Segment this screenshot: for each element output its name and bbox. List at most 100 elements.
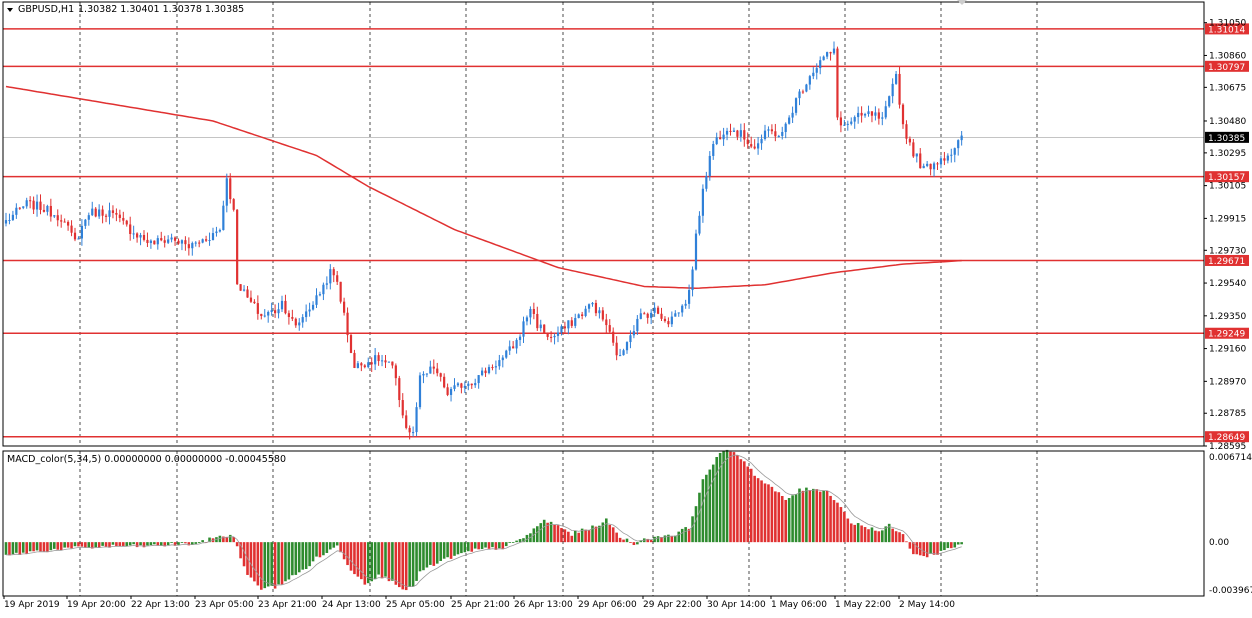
candle (49, 198, 52, 222)
candle (788, 115, 791, 125)
candle (915, 153, 918, 163)
macd-bar (829, 495, 832, 543)
candle (346, 307, 349, 343)
macd-bar (111, 542, 115, 545)
price-tick-label: 1.30480 (1209, 117, 1246, 127)
macd-bar (549, 521, 553, 543)
macd-bar (818, 491, 822, 543)
candle (229, 173, 232, 204)
candle (343, 297, 346, 316)
macd-bar (59, 542, 63, 551)
candle (622, 348, 625, 356)
macd-bar (687, 528, 691, 543)
macd-bar (453, 542, 456, 556)
candle (794, 97, 798, 116)
candle (777, 134, 780, 138)
candle (263, 309, 266, 318)
candle (432, 359, 435, 375)
candle (315, 288, 318, 308)
horizontal-levels[interactable]: 1.31014 1.30797 1.30157 1.29671 1.29249 1.286… (3, 23, 1249, 443)
candle (646, 312, 649, 324)
macd-bar (553, 524, 556, 543)
candle (267, 310, 270, 323)
candle (449, 386, 453, 402)
macd-bar (304, 542, 308, 569)
candle (908, 136, 911, 146)
candle (246, 285, 249, 298)
candle (632, 325, 635, 339)
candle (298, 318, 301, 331)
shift-marker-icon[interactable] (957, 0, 967, 5)
macd-bar (515, 540, 518, 543)
candle (877, 108, 880, 125)
chevron-down-icon[interactable] (7, 8, 13, 12)
macd-bar (77, 542, 80, 547)
macd-bar (922, 542, 925, 557)
candle (601, 307, 604, 322)
macd-bar (732, 452, 736, 543)
macd-bar (881, 530, 884, 543)
candle (18, 207, 21, 210)
candle (912, 138, 915, 158)
macd-bar (680, 528, 684, 543)
macd-bar (460, 542, 463, 554)
candle (184, 236, 187, 251)
macd-bar (197, 542, 201, 544)
macd-bar (373, 542, 377, 580)
macd-bar (11, 542, 15, 555)
macd-bar (753, 475, 756, 543)
time-tick-label: 25 Apr 05:00 (386, 600, 445, 610)
macd-bar (491, 542, 494, 548)
price-tick-label: 1.29350 (1209, 312, 1246, 322)
candle (932, 161, 936, 177)
macd-bar (270, 542, 273, 586)
candle (422, 371, 425, 384)
macd-bar (153, 542, 156, 545)
macd-bar (760, 480, 763, 543)
candle (750, 136, 753, 149)
candle (860, 106, 863, 123)
candle (594, 299, 598, 317)
candle (415, 402, 418, 437)
macd-bar (694, 506, 698, 543)
macd-bar (8, 542, 11, 556)
candle (505, 349, 508, 359)
candle (418, 372, 422, 410)
macd-bar (163, 542, 166, 547)
candle (518, 334, 522, 346)
macd-bar (277, 542, 280, 585)
macd-bar (480, 542, 484, 550)
macd-bar (422, 542, 425, 571)
macd-bar (584, 529, 587, 543)
candle (739, 123, 742, 142)
time-tick-label: 29 Apr 06:00 (578, 600, 637, 610)
candle (425, 373, 428, 378)
macd-bar (194, 542, 198, 544)
macd-bar (411, 542, 415, 587)
candle (515, 338, 518, 354)
price-tick-label: 1.30105 (1209, 182, 1246, 192)
candle (153, 240, 156, 245)
level-price-badge (1205, 171, 1249, 183)
level-price-label: 1.30157 (1208, 173, 1245, 183)
macd-bar (97, 542, 101, 548)
macd-bar (846, 518, 850, 543)
macd-bar (42, 542, 46, 552)
candle (56, 209, 59, 227)
macd-bar (125, 542, 129, 547)
candle (287, 310, 290, 325)
macd-pane-frame (2, 450, 1205, 597)
macd-bar (256, 542, 260, 586)
candle (336, 270, 339, 286)
candle (160, 231, 163, 242)
macd-bar (387, 542, 391, 582)
candle (205, 235, 208, 243)
candle (705, 171, 708, 192)
candle (405, 410, 408, 430)
price-tick-label: 1.28595 (1209, 442, 1246, 452)
macd-bar (701, 479, 705, 543)
macd-bar (580, 528, 584, 543)
macd-bar (484, 542, 487, 548)
